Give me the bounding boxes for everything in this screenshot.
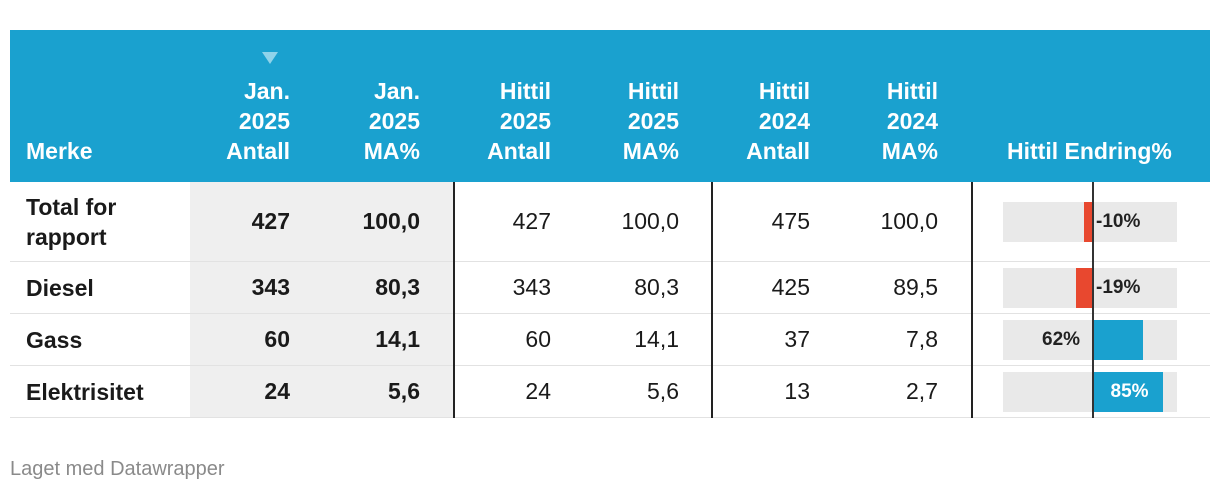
change-bar — [1092, 371, 1163, 412]
cell-ytd24-antall: 13 — [784, 378, 810, 404]
cell-jan-antall: 60 — [264, 326, 290, 352]
table-row: Total for rapport 427 100,0 427 100,0 475 100,… — [10, 182, 1210, 262]
column-separator — [453, 182, 455, 418]
cell-ytd25-ma: 100,0 — [621, 208, 679, 234]
table-row: Diesel 343 80,3 343 80,3 425 89,5 -19% — [10, 262, 1210, 314]
cell-ytd24-ma: 2,7 — [906, 378, 938, 404]
cell-jan-ma: 5,6 — [388, 378, 420, 404]
cell-ytd25-ma: 5,6 — [647, 378, 679, 404]
cell-ytd25-antall: 427 — [512, 208, 551, 234]
header-ytd24-ma[interactable]: Hittil 2024 MA% — [881, 78, 938, 164]
cell-jan-antall: 343 — [251, 274, 290, 300]
cell-ytd25-antall: 343 — [512, 274, 551, 300]
table-body: Total for rapport 427 100,0 427 100,0 475 100,… — [10, 182, 1210, 418]
cell-jan-ma: 14,1 — [375, 326, 420, 352]
cell-ytd24-ma: 89,5 — [893, 274, 938, 300]
header-ytd25-antall[interactable]: Hittil 2025 Antall — [487, 78, 551, 164]
cell-ytd25-antall: 60 — [525, 326, 551, 352]
change-bar — [1092, 319, 1144, 360]
header-ytd24-antall[interactable]: Hittil 2024 Antall — [746, 78, 810, 164]
change-value-label: 85% — [1110, 380, 1149, 402]
row-label: Elektrisitet — [26, 378, 144, 405]
row-label: Diesel — [26, 274, 94, 301]
change-bar — [1083, 201, 1092, 242]
cell-ytd24-antall: 475 — [771, 208, 810, 234]
change-value-label: -10% — [1096, 210, 1141, 232]
header-merke[interactable]: Merke — [26, 138, 93, 164]
header-jan-ma[interactable]: Jan. 2025 MA% — [363, 78, 420, 164]
change-value-label: -19% — [1096, 276, 1141, 298]
cell-ytd24-antall: 425 — [771, 274, 810, 300]
row-label: Total for rapport — [26, 193, 117, 250]
data-table: Merke Jan. 2025 Antall Jan. 2025 MA% Hittil… — [10, 30, 1210, 418]
sort-descending-icon[interactable] — [262, 52, 278, 64]
change-bar — [1076, 267, 1092, 308]
cell-ytd24-ma: 100,0 — [880, 208, 938, 234]
cell-ytd24-antall: 37 — [784, 326, 810, 352]
row-label: Gass — [26, 326, 83, 353]
cell-ytd25-antall: 24 — [525, 378, 551, 404]
column-separator — [711, 182, 713, 418]
table-row: Gass 60 14,1 60 14,1 37 7,8 62% — [10, 314, 1210, 366]
cell-jan-ma: 100,0 — [362, 208, 420, 234]
credit-footer[interactable]: Laget med Datawrapper — [10, 458, 225, 480]
zero-axis-line — [1092, 182, 1094, 418]
change-bar-track: 85% — [1003, 371, 1177, 412]
cell-ytd24-ma: 7,8 — [906, 326, 938, 352]
cell-jan-antall: 427 — [251, 208, 290, 234]
header-jan-antall[interactable]: Jan. 2025 Antall — [226, 78, 290, 164]
change-bar-track: 62% — [1003, 319, 1177, 360]
cell-jan-ma: 80,3 — [375, 274, 420, 300]
header-endring[interactable]: Hittil Endring% — [1007, 138, 1172, 164]
cell-ytd25-ma: 14,1 — [634, 326, 679, 352]
sorted-column-highlight — [190, 182, 453, 418]
cell-ytd25-ma: 80,3 — [634, 274, 679, 300]
change-value-label: 62% — [1042, 328, 1081, 350]
column-separator — [971, 182, 973, 418]
table-row: Elektrisitet 24 5,6 24 5,6 13 2,7 85% — [10, 366, 1210, 418]
table-header: Merke Jan. 2025 Antall Jan. 2025 MA% Hittil… — [10, 30, 1210, 182]
cell-jan-antall: 24 — [264, 378, 290, 404]
header-ytd25-ma[interactable]: Hittil 2025 MA% — [622, 78, 679, 164]
change-bar-track: -19% — [1003, 267, 1177, 308]
change-bar-track: -10% — [1003, 201, 1177, 242]
